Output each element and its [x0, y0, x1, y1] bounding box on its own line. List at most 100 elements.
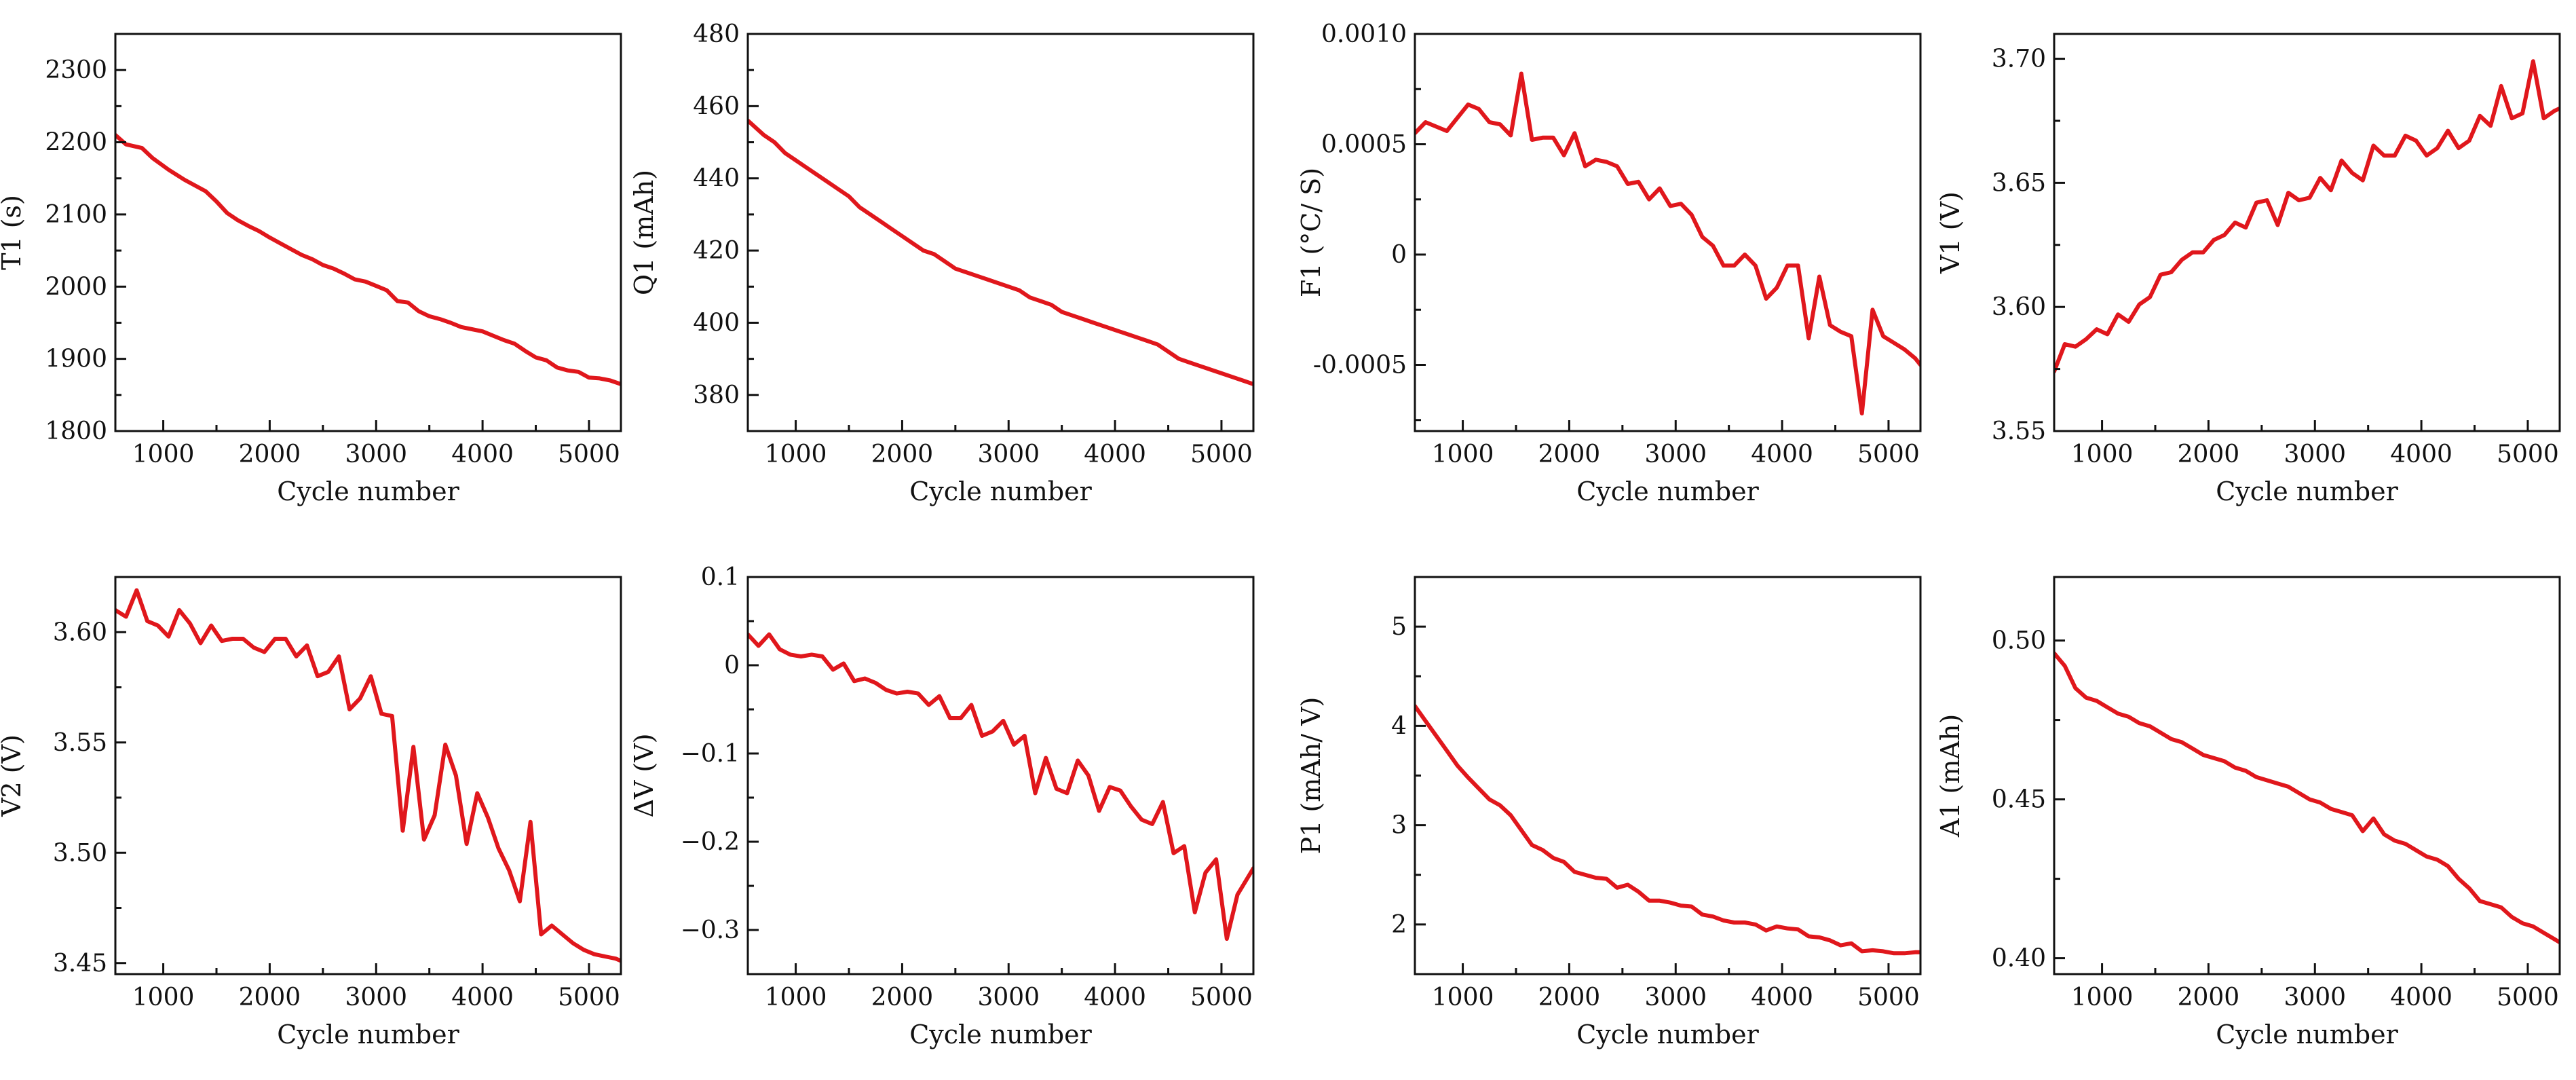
series-line: [748, 118, 1253, 386]
y-tick-label: 0.1: [701, 563, 740, 591]
x-axis-label: Cycle number: [1576, 1020, 1759, 1049]
x-axis-label: Cycle number: [909, 477, 1092, 506]
y-tick-label: 3.45: [53, 950, 107, 977]
x-tick-label: 5000: [1190, 984, 1253, 1011]
x-axis-label: Cycle number: [909, 1020, 1092, 1049]
y-tick-label: 480: [693, 20, 740, 48]
series-line: [2054, 59, 2560, 374]
y-tick-label: 460: [693, 92, 740, 120]
y-tick-label: 4: [1391, 712, 1407, 740]
x-tick-label: 4000: [451, 441, 514, 468]
chart-panel-5: 1000 2000 3000 4000 5000 3.45 3.50 3.55 3.60 Cycl…: [0, 576, 622, 1049]
y-tick-label: −0.2: [681, 828, 740, 856]
x-axis-label: Cycle number: [277, 477, 459, 506]
x-tick-label: 3000: [1644, 441, 1707, 468]
y-tick-label: 2000: [45, 273, 107, 301]
x-tick-label: 2000: [239, 441, 301, 468]
y-tick-label: 2300: [45, 56, 107, 84]
series-line: [1415, 704, 1920, 956]
x-tick-label: 4000: [2390, 441, 2452, 468]
x-tick-label: 5000: [1857, 441, 1920, 468]
x-tick-label: 1000: [2071, 441, 2134, 468]
x-axis-label: Cycle number: [2216, 477, 2398, 506]
x-axis-label: Cycle number: [1576, 477, 1759, 506]
chart-panel-8: 1000 2000 3000 4000 5000 0.40 0.45 0.50 Cycle nu…: [1935, 576, 2561, 1049]
y-tick-label: −0.3: [681, 916, 740, 944]
y-tick-label: 0.50: [1992, 627, 2046, 655]
y-tick-label: 3.60: [1992, 293, 2046, 321]
chart-panel-1: 1000 2000 3000 4000 5000 1800 1900 2000 2100 2200…: [0, 33, 622, 506]
axes-frame: [746, 33, 1255, 432]
series-line: [115, 588, 621, 963]
x-tick-label: 4000: [1751, 441, 1813, 468]
y-tick-label: 3.55: [1992, 417, 2046, 445]
y-tick-label: 3.50: [53, 839, 107, 867]
chart-panel-7: 1000 2000 3000 4000 5000 2 3 4 5 Cycle number P1 (…: [1296, 576, 1922, 1049]
y-tick-label: 0.0005: [1321, 131, 1407, 159]
y-axis-label: V2 (V): [0, 734, 26, 817]
chart-panel-3: 1000 2000 3000 4000 5000 -0.0005 0 0.0005 0.0010…: [1296, 20, 1922, 506]
x-tick-label: 2000: [1538, 984, 1601, 1011]
x-tick-label: 5000: [558, 441, 620, 468]
y-tick-label: 0.0010: [1321, 20, 1407, 48]
y-tick-label: 3.70: [1992, 45, 2046, 73]
y-axis-label: V1 (V): [1935, 191, 1965, 274]
x-tick-label: 3000: [345, 984, 407, 1011]
axes-frame: [114, 33, 622, 432]
axes-frame: [746, 576, 1255, 975]
y-tick-label: 400: [693, 309, 740, 337]
chart-panel-2: 1000 2000 3000 4000 5000 380 400 420 440 460 480 Cy…: [629, 20, 1255, 506]
x-tick-label: 1000: [132, 984, 195, 1011]
series-line: [115, 132, 621, 386]
y-tick-label: 0: [1391, 241, 1407, 269]
y-axis-label: Q1 (mAh): [629, 170, 659, 295]
y-tick-label: −0.1: [681, 740, 740, 768]
y-tick-label: 3.55: [53, 729, 107, 757]
y-axis-label: F1 (°C/ S): [1296, 168, 1326, 297]
x-tick-label: 4000: [1084, 984, 1146, 1011]
axes-frame: [114, 576, 622, 975]
x-tick-label: 1000: [2071, 984, 2134, 1011]
y-tick-label: 3.65: [1992, 169, 2046, 197]
y-tick-label: 0: [724, 652, 740, 679]
x-tick-label: 5000: [1857, 984, 1920, 1011]
series-line: [2054, 651, 2560, 945]
y-tick-label: 3: [1391, 812, 1407, 840]
x-tick-label: 5000: [2497, 441, 2559, 468]
y-tick-label: 1900: [45, 346, 107, 373]
chart-panel-4: 1000 2000 3000 4000 5000 3.55 3.60 3.65 3.70 Cycl…: [1935, 33, 2561, 506]
y-axis-label: A1 (mAh): [1935, 714, 1965, 838]
x-tick-label: 3000: [977, 984, 1040, 1011]
chart-panel-6: 1000 2000 3000 4000 5000 −0.3 −0.2 −0.1 0 0.1 Cycl…: [629, 563, 1255, 1049]
y-tick-label: 2: [1391, 911, 1407, 939]
x-tick-label: 3000: [345, 441, 407, 468]
x-tick-label: 1000: [765, 984, 827, 1011]
y-axis-label: T1 (s): [0, 195, 26, 270]
series-line: [1415, 71, 1920, 415]
y-tick-label: 5: [1391, 613, 1407, 641]
x-tick-label: 2000: [2178, 441, 2240, 468]
x-tick-label: 5000: [2497, 984, 2559, 1011]
y-tick-label: 3.60: [53, 618, 107, 646]
x-tick-label: 5000: [558, 984, 620, 1011]
x-tick-label: 1000: [765, 441, 827, 468]
y-tick-label: 2100: [45, 201, 107, 229]
x-tick-label: 4000: [451, 984, 514, 1011]
x-tick-label: 3000: [977, 441, 1040, 468]
x-tick-label: 1000: [132, 441, 195, 468]
y-tick-label: 0.45: [1992, 786, 2046, 814]
x-axis-label: Cycle number: [277, 1020, 459, 1049]
x-axis-label: Cycle number: [2216, 1020, 2398, 1049]
x-tick-label: 2000: [871, 984, 934, 1011]
y-tick-label: 420: [693, 237, 740, 265]
y-tick-label: 440: [693, 165, 740, 193]
x-tick-label: 1000: [1432, 441, 1494, 468]
y-tick-label: 2200: [45, 129, 107, 157]
x-tick-label: 1000: [1432, 984, 1494, 1011]
y-tick-label: 1800: [45, 417, 107, 445]
x-tick-label: 2000: [871, 441, 934, 468]
x-tick-label: 4000: [1084, 441, 1146, 468]
axes-frame: [2053, 33, 2561, 432]
x-tick-label: 3000: [2284, 984, 2346, 1011]
